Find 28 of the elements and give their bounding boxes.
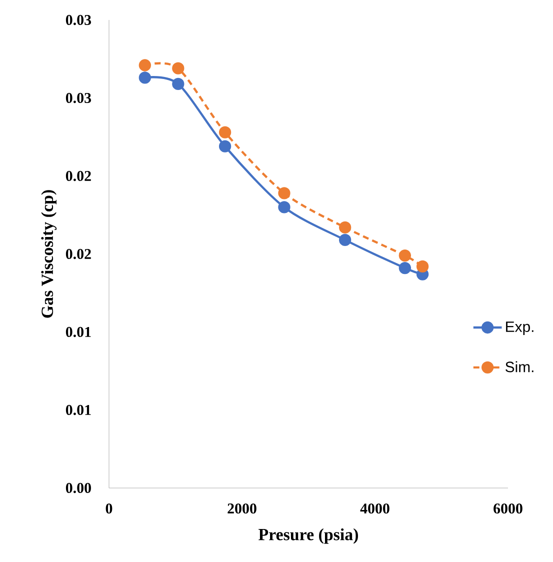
point	[278, 201, 290, 214]
x-tick-label: 6000	[494, 503, 522, 514]
point	[339, 221, 352, 234]
y-tick-label: 0.03	[66, 92, 92, 104]
y-tick-label: 0.00	[66, 482, 91, 494]
x-tick-label: 0	[106, 503, 112, 514]
y-tick-label: 0.03	[66, 14, 92, 26]
y-tick-label: 0.01	[66, 326, 91, 338]
y-tick-label: 0.02	[66, 248, 91, 260]
x-axis-title: Presure (psia)	[258, 528, 358, 544]
point	[172, 62, 184, 74]
point	[398, 262, 411, 274]
legend-label: Exp.	[506, 322, 534, 335]
point	[398, 249, 411, 262]
point	[138, 59, 151, 72]
point	[339, 234, 352, 246]
point	[218, 140, 232, 152]
y-axis-title: Gas Viscosity (cp)	[41, 190, 57, 318]
legend-label: Sim.	[506, 361, 534, 372]
point	[278, 187, 290, 200]
y-tick-label: 0.02	[66, 170, 91, 182]
y-tick-label: 0.01	[66, 404, 91, 416]
x-tick-label: 2000	[228, 503, 256, 514]
point	[416, 260, 429, 273]
point	[172, 78, 184, 90]
point	[218, 126, 232, 138]
x-tick-label: 4000	[360, 503, 390, 514]
point	[138, 72, 151, 84]
